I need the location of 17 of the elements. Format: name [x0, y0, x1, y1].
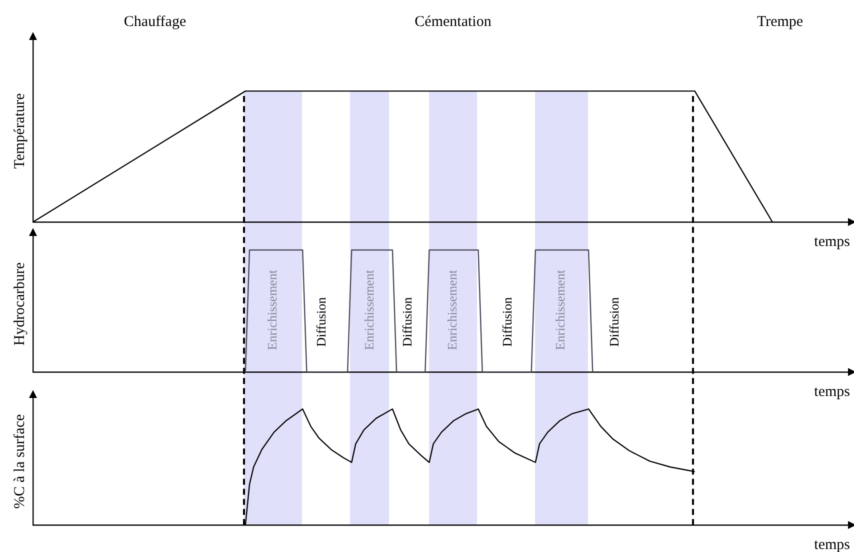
annotation: Diffusion — [399, 296, 414, 347]
x-axis-title: temps — [814, 234, 850, 250]
y-axis-title: Température — [12, 92, 28, 169]
text: Cémentation — [414, 14, 492, 30]
annotation: Enrichissement — [264, 270, 280, 350]
annotation: Enrichissement — [444, 270, 460, 350]
x-axis-title: temps — [814, 384, 850, 400]
y-axis-title: Hydrocarbure — [12, 262, 28, 346]
x-axis-title: temps — [814, 536, 850, 552]
annotation: Diffusion — [313, 296, 328, 347]
text: Trempe — [756, 14, 804, 30]
y-axis-title: %C à la surface — [12, 414, 28, 509]
annotation: Diffusion — [499, 296, 514, 347]
annotation: Diffusion — [606, 296, 622, 347]
annotation: Enrichissement — [361, 270, 376, 350]
annotation: Enrichissement — [552, 270, 568, 350]
text: Chauffage — [124, 14, 186, 30]
